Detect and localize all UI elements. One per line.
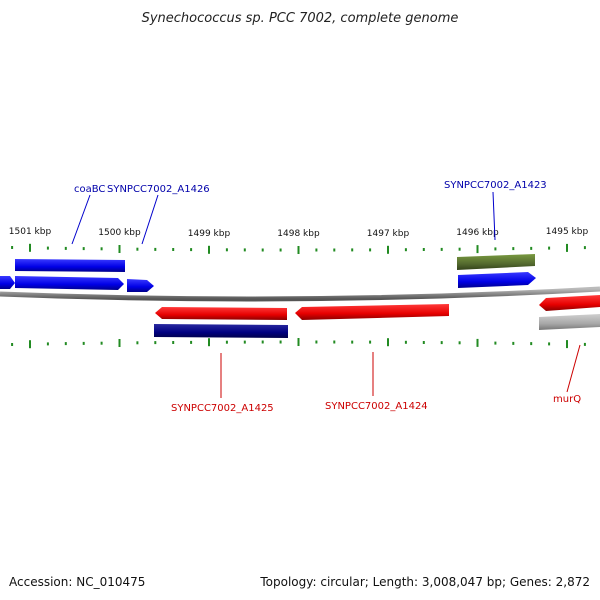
cds-feature-murQ[interactable] <box>539 295 600 311</box>
gene-label-SYNPCC7002_A1423[interactable]: SYNPCC7002_A1423 <box>444 180 547 191</box>
scale-label-1498: 1498 kbp <box>277 229 320 239</box>
cds-feature-SYNPCC7002_A1426-left[interactable] <box>0 276 15 289</box>
accession-text: Accession: NC_010475 <box>9 575 145 589</box>
gene-label-SYNPCC7002_A1424[interactable]: SYNPCC7002_A1424 <box>325 401 428 412</box>
cds-feature-SYNPCC7002_A1426[interactable] <box>127 279 154 292</box>
cds-feature-SYNPCC7002_A1423[interactable] <box>458 272 536 288</box>
genome-backbone <box>0 286 600 302</box>
forward-features <box>0 254 536 292</box>
cds-feature-coaBC[interactable] <box>15 276 124 290</box>
map-title: Synechococcus sp. PCC 7002, complete gen… <box>142 11 459 26</box>
cds-feature-SYNPCC7002_A1424[interactable] <box>295 304 449 320</box>
leader-lines <box>71 191 581 398</box>
scale-label-1495: 1495 kbp <box>546 227 589 237</box>
cds-feature-SYNPCC7002_A1425[interactable] <box>155 307 287 320</box>
gene-label-SYNPCC7002_A1426[interactable]: SYNPCC7002_A1426 <box>107 184 210 195</box>
genome-summary-text: Topology: circular; Length: 3,008,047 bp… <box>259 575 590 589</box>
rna-feature-SYNPCC7002_A1423[interactable] <box>457 254 535 270</box>
inner-tick-ring <box>11 338 586 349</box>
reverse-features <box>154 295 600 338</box>
gene-feature-murQ[interactable] <box>539 314 600 330</box>
gene-feature-coaBC[interactable] <box>15 259 125 272</box>
scale-label-1499: 1499 kbp <box>188 229 231 239</box>
gene-feature-SYNPCC7002_A1425[interactable] <box>154 324 288 338</box>
scale-label-1501: 1501 kbp <box>9 227 52 237</box>
gene-label-coaBC[interactable]: coaBC <box>74 184 105 195</box>
scale-labels: 1501 kbp 1500 kbp 1499 kbp 1498 kbp 1497 kbp… <box>9 227 589 239</box>
gene-label-murQ[interactable]: murQ <box>553 394 581 405</box>
scale-label-1497: 1497 kbp <box>367 229 410 239</box>
outer-tick-ring <box>11 243 586 254</box>
gene-label-SYNPCC7002_A1425[interactable]: SYNPCC7002_A1425 <box>171 403 274 414</box>
scale-label-1496: 1496 kbp <box>456 228 499 238</box>
scale-label-1500: 1500 kbp <box>98 228 141 238</box>
